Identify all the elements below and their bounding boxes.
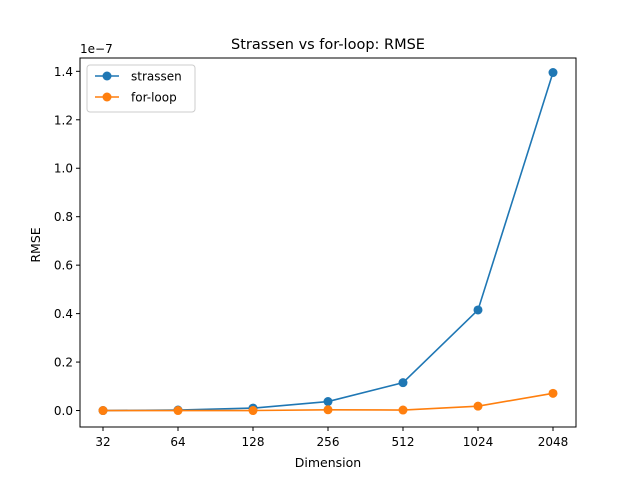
data-point-for-loop	[248, 406, 258, 416]
plot-frame	[79, 57, 577, 428]
series-line-strassen	[102, 72, 554, 412]
y-tick-label: 0.8	[54, 210, 73, 224]
y-tick-label: 0.4	[54, 307, 73, 321]
y-tick-label: 1.2	[54, 113, 73, 127]
y-tick-label: 1.4	[54, 65, 73, 79]
data-point-for-loop	[323, 405, 333, 415]
x-tick-label: 256	[317, 435, 340, 449]
y-axis-label: RMSE	[28, 227, 43, 262]
data-point-for-loop	[548, 388, 558, 398]
data-point-strassen	[323, 397, 333, 407]
data-point-for-loop	[173, 406, 183, 416]
x-tick-label: 128	[242, 435, 265, 449]
chart-title: Strassen vs for-loop: RMSE	[231, 37, 425, 53]
data-point-strassen	[473, 305, 483, 315]
data-point-for-loop	[473, 401, 483, 411]
x-tick-label: 32	[95, 435, 110, 449]
legend-label-for-loop: for-loop	[131, 91, 177, 105]
y-tick-label: 0.0	[54, 404, 73, 418]
data-point-strassen	[548, 68, 558, 78]
data-point-for-loop	[398, 405, 408, 415]
data-point-strassen	[398, 378, 408, 388]
y-offset-label: 1e−7	[80, 42, 113, 56]
x-tick-label: 2048	[538, 435, 569, 449]
x-tick-label: 1024	[463, 435, 494, 449]
x-tick-label: 64	[170, 435, 185, 449]
y-tick-label: 0.6	[54, 259, 73, 273]
legend-marker-for-loop	[102, 92, 112, 102]
x-axis-label: Dimension	[295, 455, 361, 470]
legend-label-strassen: strassen	[131, 70, 182, 84]
x-tick-label: 512	[392, 435, 415, 449]
y-tick-label: 1.0	[54, 162, 73, 176]
plot-area: 32 64 128 256 512 1024 2048 0.0 0.2 0.4 0.6 0.8 1.0 1…	[54, 57, 577, 449]
data-point-for-loop	[98, 406, 108, 416]
y-tick-label: 0.2	[54, 356, 73, 370]
legend: strassen for-loop	[86, 64, 196, 113]
legend-marker-strassen	[102, 71, 112, 81]
